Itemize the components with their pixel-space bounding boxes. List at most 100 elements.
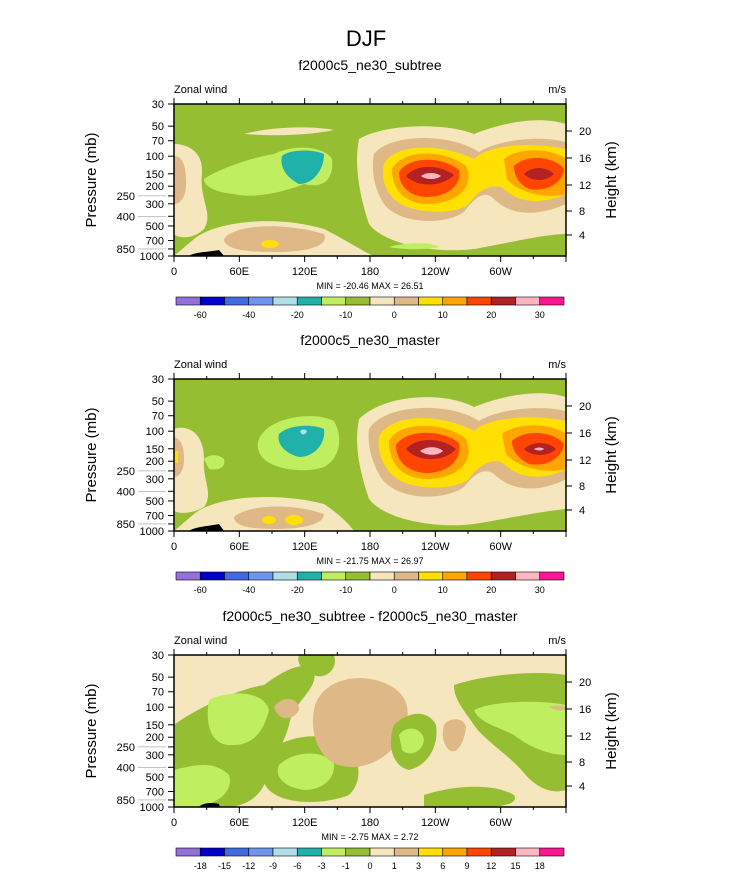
left-string: Zonal wind bbox=[174, 635, 227, 647]
y-axis-label: Pressure (mb) bbox=[83, 132, 100, 227]
colorbar-box bbox=[393, 296, 419, 306]
x-tick-label: 120W bbox=[421, 541, 450, 553]
colorbar-box bbox=[296, 847, 322, 857]
colorbar-label: -60 bbox=[194, 585, 207, 595]
colorbar-label: -20 bbox=[291, 310, 304, 320]
colorbar-label: 15 bbox=[510, 861, 520, 871]
y-tick-label: 1000 bbox=[140, 526, 164, 538]
panel-title: f2000c5_ne30_subtree - f2000c5_ne30_mast… bbox=[223, 608, 518, 624]
x-tick-label: 120E bbox=[292, 817, 318, 829]
colorbar-box bbox=[466, 296, 492, 306]
y-right-tick-label: 16 bbox=[579, 428, 591, 440]
y-tick-label: 200 bbox=[146, 732, 164, 744]
x-tick-label: 60E bbox=[230, 266, 250, 278]
x-tick-label: 60E bbox=[230, 541, 250, 553]
colorbar-label: -60 bbox=[194, 310, 207, 320]
colorbar-label: 1 bbox=[392, 861, 397, 871]
y-right-axis-label: Height (km) bbox=[603, 416, 620, 494]
y-tick-label: 1000 bbox=[140, 251, 164, 263]
colorbar-label: 9 bbox=[464, 861, 469, 871]
colorbar-label: -1 bbox=[342, 861, 350, 871]
y-tick-label: 700 bbox=[146, 787, 164, 799]
colorbar-box bbox=[224, 847, 250, 857]
colorbar-box bbox=[248, 571, 274, 581]
x-tick-label: 180 bbox=[361, 817, 379, 829]
y-tick-label: 70 bbox=[152, 411, 164, 423]
colorbar-box bbox=[466, 847, 492, 857]
colorbar-box bbox=[442, 296, 468, 306]
colorbar-label: -40 bbox=[242, 310, 255, 320]
y-tick-label: 150 bbox=[146, 720, 164, 732]
y-tick-label: 150 bbox=[146, 444, 164, 456]
colorbar-box bbox=[199, 847, 225, 857]
colorbar-label: 30 bbox=[535, 310, 545, 320]
colorbar-label: -9 bbox=[269, 861, 277, 871]
colorbar-label: 30 bbox=[535, 585, 545, 595]
x-tick-label: 120E bbox=[292, 266, 318, 278]
x-tick-label: 120W bbox=[421, 817, 450, 829]
colorbar-label: -10 bbox=[339, 585, 352, 595]
colorbar-box bbox=[321, 847, 347, 857]
colorbar-box bbox=[224, 296, 250, 306]
colorbar-box bbox=[490, 571, 516, 581]
colorbar-label: -20 bbox=[291, 585, 304, 595]
x-tick-label: 120E bbox=[292, 541, 318, 553]
colorbar-box bbox=[296, 571, 322, 581]
left-string: Zonal wind bbox=[174, 359, 227, 371]
colorbar-box bbox=[345, 296, 371, 306]
y-tick-label: 200 bbox=[146, 456, 164, 468]
colorbar-box bbox=[175, 847, 201, 857]
x-tick-label: 60W bbox=[489, 266, 512, 278]
colorbar-label: 3 bbox=[416, 861, 421, 871]
y-right-tick-label: 4 bbox=[579, 505, 585, 517]
panel-title: f2000c5_ne30_master bbox=[300, 332, 440, 348]
colorbar-box bbox=[515, 847, 541, 857]
colorbar-box bbox=[272, 571, 298, 581]
colorbar-box bbox=[321, 296, 347, 306]
y-tick-label: 850 bbox=[117, 519, 135, 531]
x-tick-label: 0 bbox=[171, 817, 177, 829]
y-right-tick-label: 4 bbox=[579, 781, 585, 793]
min-max-stats: MIN = -20.46 MAX = 26.51 bbox=[316, 281, 423, 291]
colorbar-box bbox=[199, 571, 225, 581]
colorbar-label: -12 bbox=[242, 861, 255, 871]
colorbar-box bbox=[175, 296, 201, 306]
colorbar-box bbox=[345, 571, 371, 581]
colorbar-box bbox=[515, 296, 541, 306]
colorbar-label: 0 bbox=[367, 861, 372, 871]
y-right-tick-label: 8 bbox=[579, 757, 585, 769]
colorbar-box bbox=[490, 296, 516, 306]
colorbar-label: 6 bbox=[440, 861, 445, 871]
figure-title: DJF bbox=[346, 26, 386, 51]
y-tick-label: 100 bbox=[146, 151, 164, 163]
colorbar-label: 10 bbox=[438, 310, 448, 320]
colorbar-box bbox=[539, 571, 565, 581]
y-tick-label: 400 bbox=[117, 211, 135, 223]
y-tick-label: 100 bbox=[146, 702, 164, 714]
contour-field-subtree bbox=[174, 104, 566, 256]
left-string: Zonal wind bbox=[174, 84, 227, 96]
colorbar-label: -3 bbox=[317, 861, 325, 871]
contour-field-master bbox=[174, 379, 566, 531]
x-tick-label: 0 bbox=[171, 541, 177, 553]
colorbar-label: 0 bbox=[392, 310, 397, 320]
colorbar-box bbox=[418, 296, 444, 306]
y-tick-label: 300 bbox=[146, 750, 164, 762]
colorbar: -18 -15 -12 -9 -6 -3 -1 0 1 3 6 9 12 15 18 bbox=[175, 847, 565, 871]
x-tick-label: 180 bbox=[361, 266, 379, 278]
right-string: m/s bbox=[548, 84, 566, 96]
y-tick-label: 100 bbox=[146, 426, 164, 438]
contour-field-difference bbox=[174, 655, 566, 807]
y-tick-label: 500 bbox=[146, 496, 164, 508]
y-tick-label: 30 bbox=[152, 374, 164, 386]
colorbar-label: 12 bbox=[486, 861, 496, 871]
colorbar-box bbox=[224, 571, 250, 581]
colorbar-box bbox=[466, 571, 492, 581]
x-tick-label: 60W bbox=[489, 541, 512, 553]
colorbar-label: -10 bbox=[339, 310, 352, 320]
x-tick-label: 120W bbox=[421, 266, 450, 278]
plot-panel-2: f2000c5_ne30_master Zonal wind m/s 0 60E 120E… bbox=[83, 332, 620, 595]
y-tick-label: 1000 bbox=[140, 802, 164, 814]
y-tick-label: 850 bbox=[117, 244, 135, 256]
